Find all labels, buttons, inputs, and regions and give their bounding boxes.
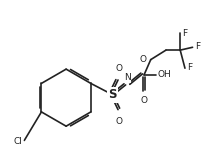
Text: N: N xyxy=(124,74,131,82)
Text: O: O xyxy=(141,96,148,105)
Text: Cl: Cl xyxy=(14,137,23,146)
Text: O: O xyxy=(140,55,147,64)
Text: S: S xyxy=(108,88,117,101)
Text: OH: OH xyxy=(158,70,172,79)
Text: O: O xyxy=(116,117,122,126)
Text: F: F xyxy=(188,63,193,72)
Text: O: O xyxy=(116,64,122,73)
Text: F: F xyxy=(195,42,200,51)
Text: F: F xyxy=(182,29,187,37)
